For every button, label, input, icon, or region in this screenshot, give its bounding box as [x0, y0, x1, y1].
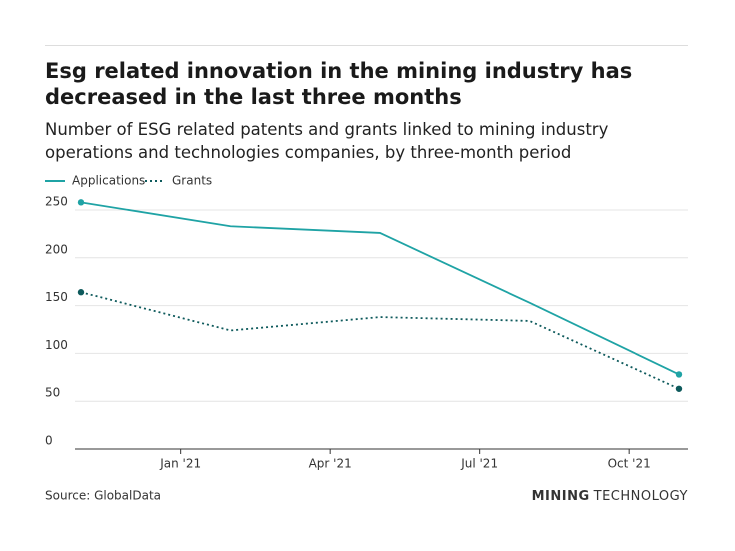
y-tick-label: 150: [45, 290, 68, 304]
x-tick-label: Apr '21: [309, 457, 352, 471]
logo-bold: MINING: [532, 489, 590, 504]
line-series: [81, 292, 679, 389]
legend-label: Applications: [72, 174, 145, 188]
y-tick-label: 100: [45, 338, 68, 352]
end-point: [676, 371, 682, 377]
x-tick-label: Jul '21: [460, 457, 498, 471]
y-tick-label: 0: [45, 434, 53, 448]
end-point: [676, 386, 682, 392]
x-tick-label: Oct '21: [608, 457, 651, 471]
y-tick-label: 50: [45, 386, 60, 400]
end-point: [78, 199, 84, 205]
x-tick-label: Jan '21: [159, 457, 201, 471]
logo-light: TECHNOLOGY: [593, 489, 688, 504]
end-point: [78, 289, 84, 295]
line-series: [81, 202, 679, 374]
logo: MININGTECHNOLOGY: [532, 489, 688, 504]
y-tick-label: 250: [45, 195, 68, 209]
source: Source: GlobalData: [45, 489, 161, 503]
y-tick-label: 200: [45, 242, 68, 256]
legend-label: Grants: [172, 174, 212, 188]
